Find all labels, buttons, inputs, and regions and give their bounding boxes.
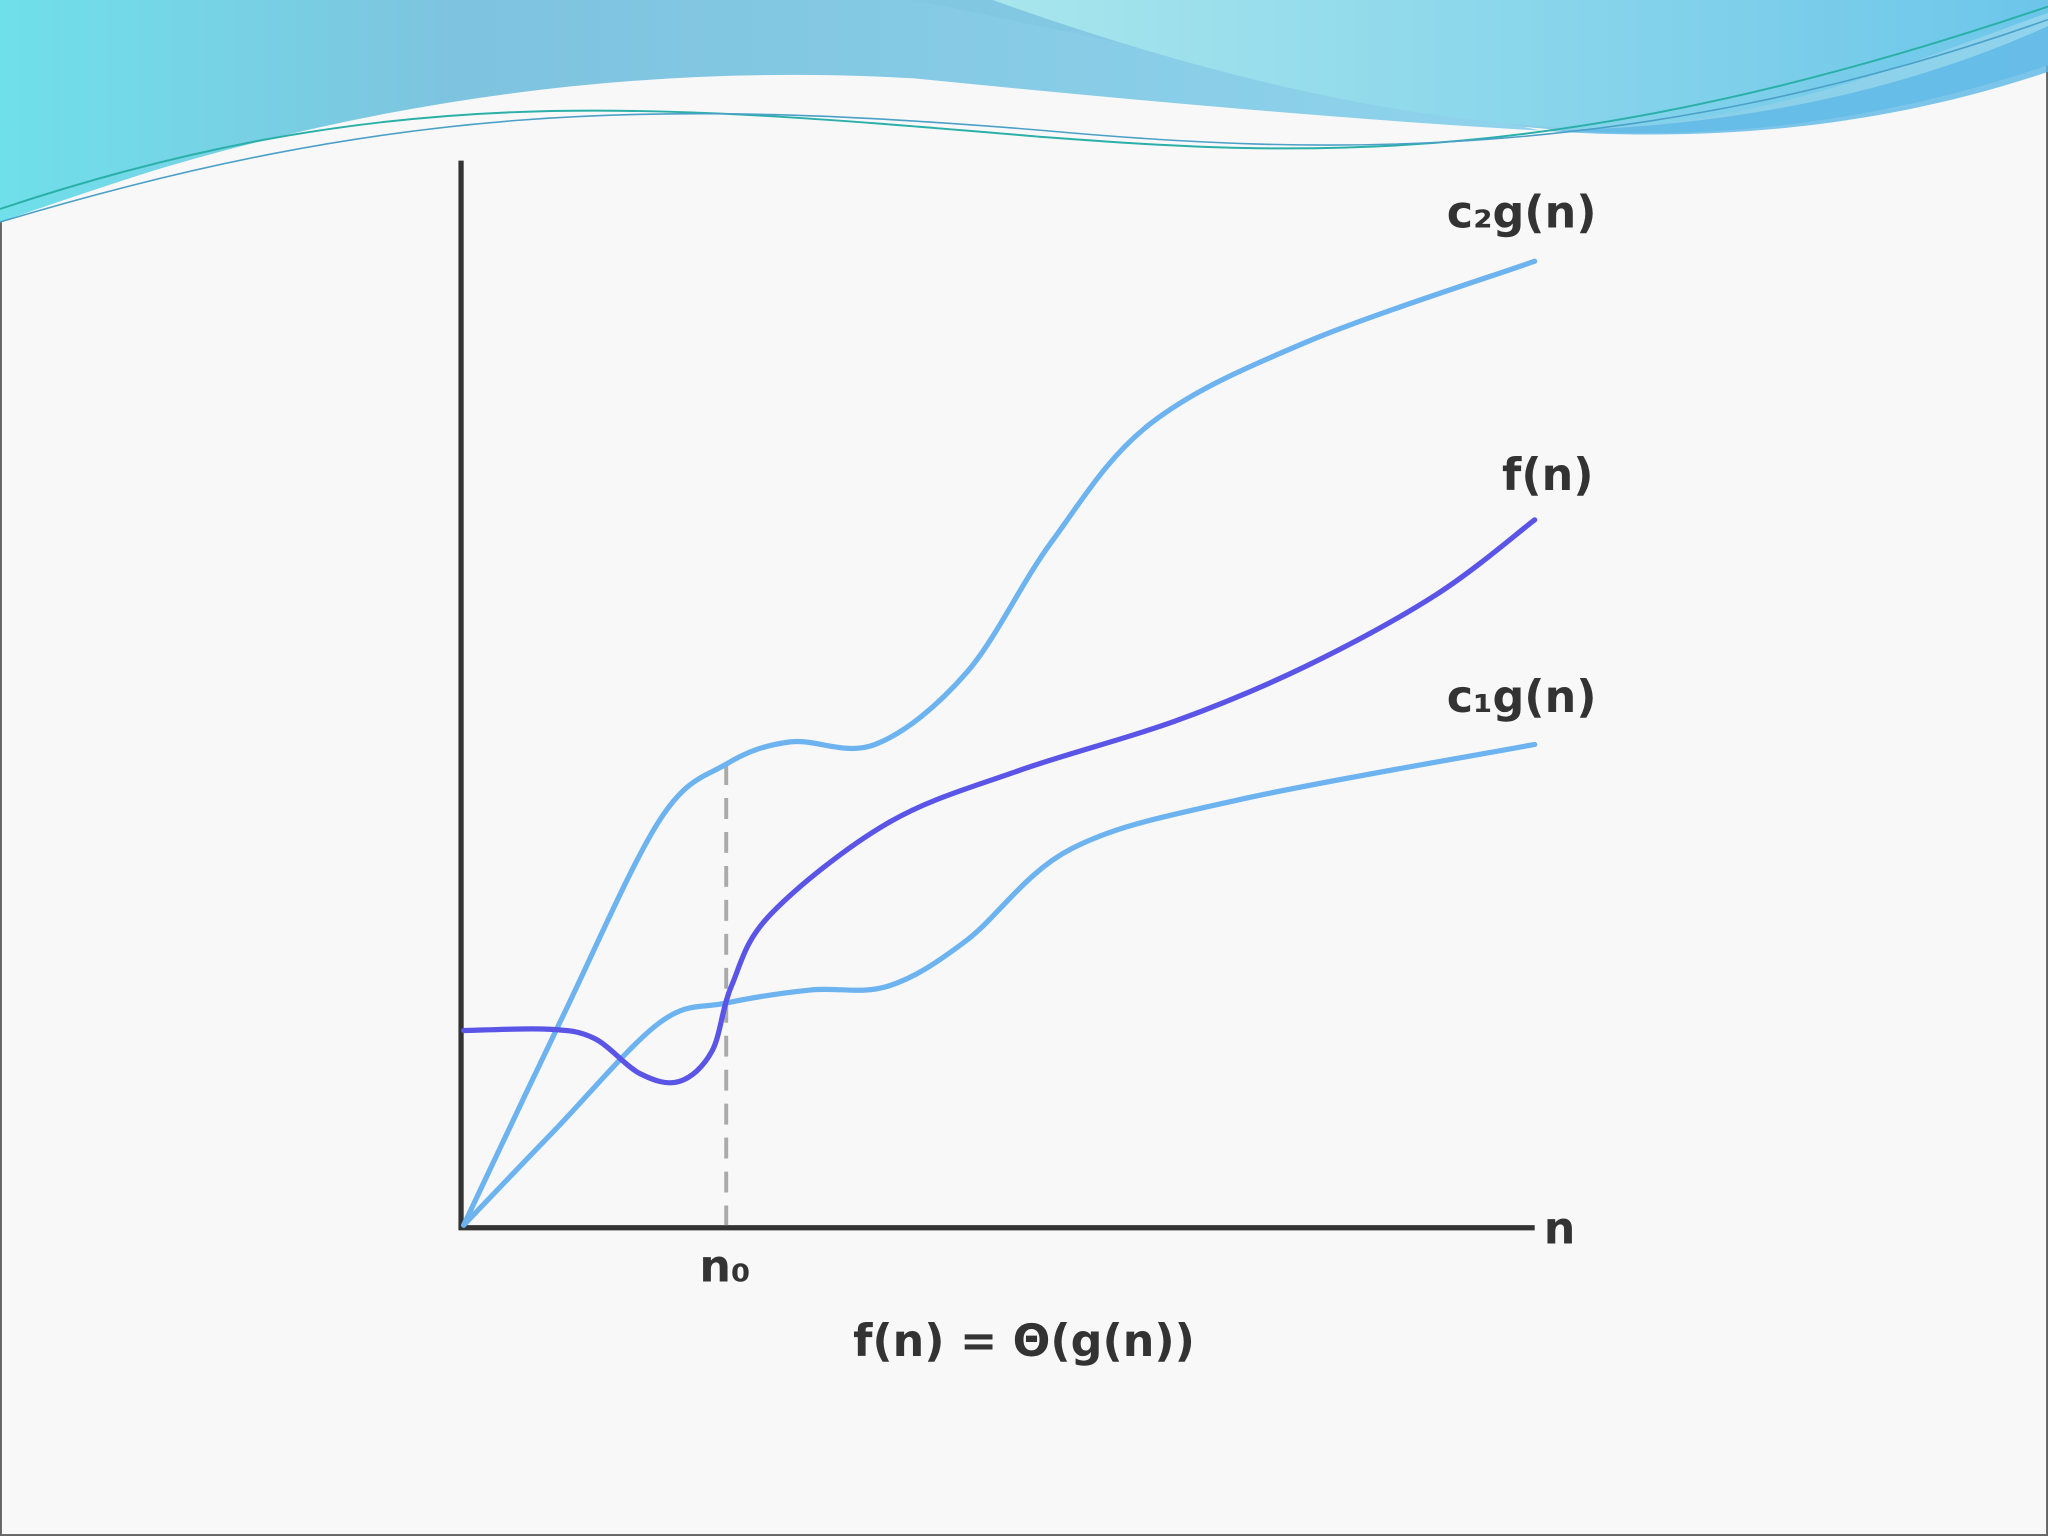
header-line <box>0 18 2048 223</box>
header-wave <box>0 0 1542 223</box>
lower-label: c₁g(n) <box>1447 672 1597 723</box>
threshold-label: n₀ <box>699 1242 750 1293</box>
caption: f(n) = Θ(g(n)) <box>853 1316 1195 1367</box>
upper-label: c₂g(n) <box>1447 188 1597 239</box>
lower-bound-curve <box>461 741 1538 1228</box>
upper-bound-curve <box>461 258 1538 1228</box>
x-axis-label: n <box>1544 1204 1576 1255</box>
function-label: f(n) <box>1502 450 1594 501</box>
header-line <box>0 5 2048 210</box>
header-wave <box>1541 26 2048 135</box>
function-curve <box>461 517 1538 1086</box>
